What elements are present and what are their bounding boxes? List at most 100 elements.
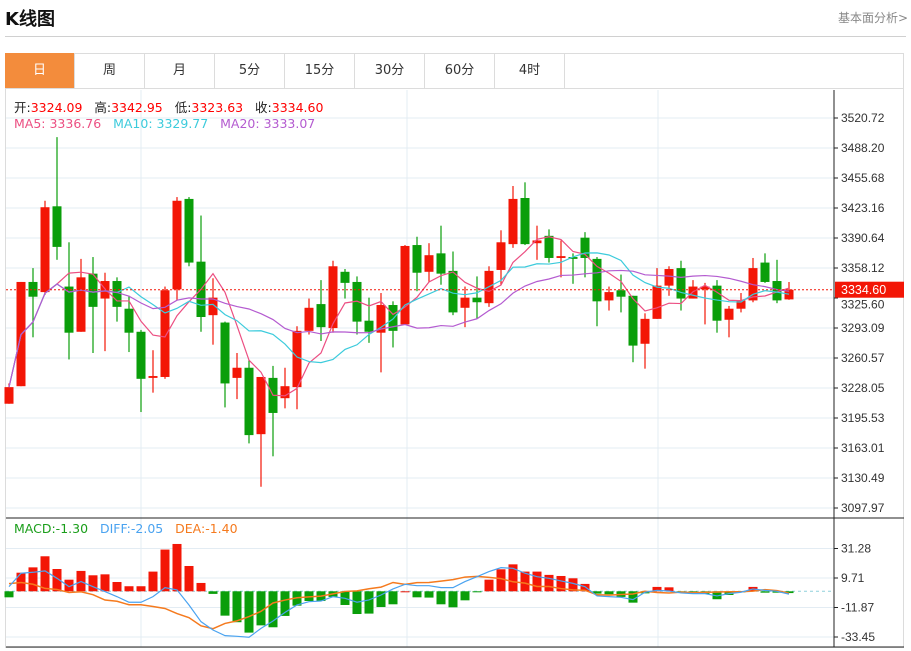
price-tick-label: 3325.60	[841, 298, 885, 312]
candle	[652, 268, 662, 319]
candle-body	[280, 386, 290, 399]
candle-body	[448, 270, 458, 313]
macd-bar	[556, 575, 566, 592]
candle-body	[520, 198, 530, 245]
macd-bar	[568, 578, 578, 592]
candle-body	[604, 292, 614, 301]
candle	[412, 236, 422, 292]
candle-body	[136, 331, 146, 379]
ma10-line	[8, 252, 790, 388]
price-tick-label: 3163.01	[841, 441, 885, 455]
candle-body	[580, 237, 590, 258]
candle-body	[88, 273, 98, 307]
candle	[508, 186, 518, 248]
ma20-value: MA20: 3333.07	[220, 116, 316, 131]
tab-day[interactable]: 日	[5, 53, 75, 88]
candle	[544, 229, 554, 263]
macd-bar	[136, 586, 146, 592]
macd-bar	[664, 587, 674, 592]
candle-body	[712, 285, 722, 321]
macd-bar	[244, 591, 254, 633]
candle-body	[388, 305, 398, 331]
macd-value: MACD:-1.30	[14, 521, 89, 536]
price-tick-label: 3228.05	[841, 381, 885, 395]
macd-tick-label: 9.71	[841, 571, 865, 585]
macd-bar	[4, 591, 14, 598]
candle-body	[160, 290, 170, 377]
candle	[208, 278, 218, 345]
candle	[160, 286, 170, 379]
candle	[280, 367, 290, 409]
tab-week[interactable]: 周	[75, 53, 145, 88]
tab-5min[interactable]: 5分	[215, 53, 285, 88]
macd-bar	[388, 591, 398, 605]
candle-body	[532, 240, 542, 244]
tab-60min[interactable]: 60分	[425, 53, 495, 88]
candle	[364, 297, 374, 343]
macd-tick-label: 31.28	[841, 542, 871, 556]
price-tick-label: 3520.72	[841, 111, 885, 125]
tab-4hour[interactable]: 4时	[495, 53, 565, 88]
low-value: 3323.63	[191, 100, 244, 115]
candle-body	[400, 245, 410, 325]
price-tick-label: 3097.97	[841, 501, 885, 515]
candle	[400, 245, 410, 325]
price-tick-label: 3455.68	[841, 171, 885, 185]
candle-body	[616, 290, 626, 297]
macd-bar	[40, 556, 50, 592]
candle-body	[412, 245, 422, 273]
candle	[28, 268, 38, 338]
candle-body	[724, 308, 734, 320]
candle	[184, 197, 194, 267]
candle-body	[544, 235, 554, 258]
candle-body	[664, 269, 674, 286]
candle	[388, 301, 398, 348]
divider	[5, 36, 906, 37]
macd-bar	[64, 579, 74, 592]
candle-body	[436, 253, 446, 274]
price-tick-label: 3390.64	[841, 231, 885, 245]
macd-bar	[220, 591, 230, 616]
macd-bar	[472, 591, 482, 593]
macd-bar	[508, 564, 518, 592]
macd-bar	[496, 569, 506, 592]
macd-bar	[520, 571, 530, 592]
macd-bar	[184, 565, 194, 592]
macd-bar	[544, 574, 554, 592]
candle	[532, 225, 542, 260]
low-label: 低:	[174, 100, 192, 115]
candle-body	[700, 286, 710, 290]
close-label: 收:	[255, 100, 272, 115]
macd-bar	[100, 574, 110, 592]
macd-bar	[412, 591, 422, 598]
diff-line	[8, 567, 790, 638]
candle-body	[424, 255, 434, 272]
candle	[616, 274, 626, 313]
candle	[628, 295, 638, 363]
macd-bar	[760, 591, 770, 593]
candle-body	[556, 256, 566, 258]
macd-bar	[604, 591, 614, 595]
price-tick-label: 3488.20	[841, 141, 885, 155]
candle	[448, 251, 458, 316]
candle-body	[652, 285, 662, 319]
ma-info: MA5: 3336.76 MA10: 3329.77 MA20: 3333.07	[14, 116, 315, 131]
candle	[112, 277, 122, 322]
tab-month[interactable]: 月	[145, 53, 215, 88]
candle-body	[76, 277, 86, 332]
fundamental-analysis-link[interactable]: 基本面分析>	[837, 11, 908, 25]
candle	[52, 137, 62, 260]
macd-bar	[124, 586, 134, 592]
price-tick-label: 3130.49	[841, 471, 885, 485]
tab-30min[interactable]: 30分	[355, 53, 425, 88]
candle-body	[124, 308, 134, 333]
macd-bar	[28, 567, 38, 592]
macd-bar	[772, 591, 782, 593]
macd-bar	[172, 543, 182, 592]
candle	[40, 200, 50, 295]
tab-15min[interactable]: 15分	[285, 53, 355, 88]
candle-body	[760, 262, 770, 282]
macd-bar	[532, 571, 542, 592]
candle-body	[232, 367, 242, 378]
